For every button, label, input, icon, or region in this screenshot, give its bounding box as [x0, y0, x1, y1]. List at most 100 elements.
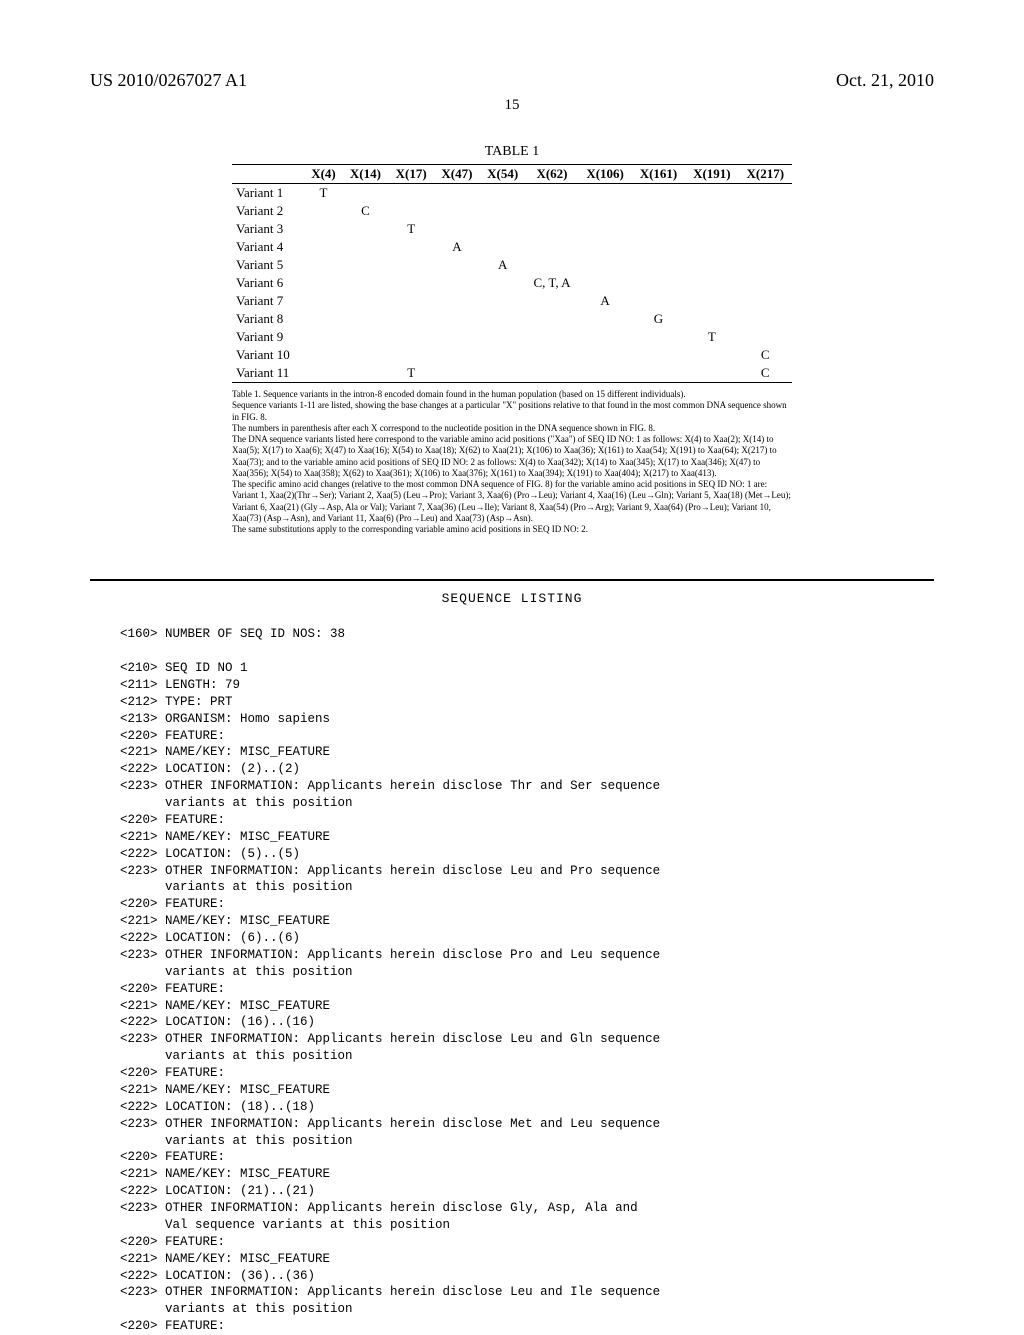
cell [480, 202, 526, 220]
sequence-listing-title: SEQUENCE LISTING [90, 591, 934, 606]
publication-number: US 2010/0267027 A1 [90, 70, 247, 91]
cell [434, 184, 480, 202]
table-row: Variant 10C [232, 346, 792, 364]
row-label: Variant 4 [232, 238, 304, 256]
table-row: Variant 11TC [232, 364, 792, 382]
cell [480, 328, 526, 346]
col-x47: X(47) [434, 165, 480, 183]
cell [632, 346, 685, 364]
cell [632, 238, 685, 256]
cell [388, 238, 434, 256]
cell [343, 364, 389, 382]
cell: T [685, 328, 738, 346]
cell [685, 310, 738, 328]
cell [480, 292, 526, 310]
cell [388, 328, 434, 346]
cell [343, 310, 389, 328]
cell [388, 346, 434, 364]
cell [304, 346, 342, 364]
cell [578, 202, 631, 220]
row-label: Variant 11 [232, 364, 304, 382]
cell [304, 238, 342, 256]
section-separator [90, 579, 934, 581]
cell [739, 238, 792, 256]
cell [685, 256, 738, 274]
footnote-line: The DNA sequence variants listed here co… [232, 434, 792, 479]
cell [343, 274, 389, 292]
cell [632, 256, 685, 274]
cell [685, 202, 738, 220]
col-x106: X(106) [578, 165, 631, 183]
cell [685, 184, 738, 202]
col-x191: X(191) [685, 165, 738, 183]
cell: A [578, 292, 631, 310]
cell [388, 292, 434, 310]
cell [685, 238, 738, 256]
footnote-line: The same substitutions apply to the corr… [232, 524, 792, 535]
cell [739, 256, 792, 274]
cell [578, 346, 631, 364]
cell [578, 256, 631, 274]
table-row: Variant 4 A [232, 238, 792, 256]
cell: A [434, 238, 480, 256]
table-row: Variant 3 T [232, 220, 792, 238]
cell [343, 292, 389, 310]
cell [739, 220, 792, 238]
cell [739, 202, 792, 220]
cell [343, 346, 389, 364]
row-label: Variant 3 [232, 220, 304, 238]
cell [526, 310, 579, 328]
row-label: Variant 2 [232, 202, 304, 220]
table-row: Variant 8G [232, 310, 792, 328]
cell [480, 184, 526, 202]
cell [304, 310, 342, 328]
cell [526, 328, 579, 346]
cell [434, 346, 480, 364]
col-x161: X(161) [632, 165, 685, 183]
cell [434, 220, 480, 238]
cell [578, 184, 631, 202]
cell [578, 238, 631, 256]
cell: C, T, A [526, 274, 579, 292]
page-number: 15 [90, 97, 934, 114]
cell [739, 274, 792, 292]
cell [304, 256, 342, 274]
cell [434, 202, 480, 220]
cell [343, 328, 389, 346]
cell [434, 292, 480, 310]
cell [526, 256, 579, 274]
cell [632, 202, 685, 220]
cell [480, 346, 526, 364]
cell [685, 274, 738, 292]
cell: C [739, 364, 792, 382]
cell [343, 238, 389, 256]
cell [685, 364, 738, 382]
cell [526, 346, 579, 364]
cell [632, 364, 685, 382]
cell: T [388, 220, 434, 238]
cell [632, 220, 685, 238]
cell [526, 202, 579, 220]
col-x14: X(14) [343, 165, 389, 183]
cell [578, 274, 631, 292]
cell [480, 364, 526, 382]
footnote-line: The specific amino acid changes (relativ… [232, 479, 792, 524]
table-footnotes: Table 1. Sequence variants in the intron… [232, 389, 792, 535]
publication-date: Oct. 21, 2010 [836, 70, 934, 91]
variant-table-grid: X(4) X(14) X(17) X(47) X(54) X(62) X(106… [232, 165, 792, 382]
table-row: Variant 6C, T, A [232, 274, 792, 292]
cell [739, 184, 792, 202]
table-row: Variant 9T [232, 328, 792, 346]
cell [526, 364, 579, 382]
row-label: Variant 1 [232, 184, 304, 202]
col-x62: X(62) [526, 165, 579, 183]
cell [304, 274, 342, 292]
cell [343, 184, 389, 202]
cell [304, 202, 342, 220]
cell [480, 220, 526, 238]
cell [304, 292, 342, 310]
footnote-line: Sequence variants 1-11 are listed, showi… [232, 400, 792, 423]
table-row: Variant 2C [232, 202, 792, 220]
cell [632, 328, 685, 346]
table-head: X(4) X(14) X(17) X(47) X(54) X(62) X(106… [232, 165, 792, 184]
